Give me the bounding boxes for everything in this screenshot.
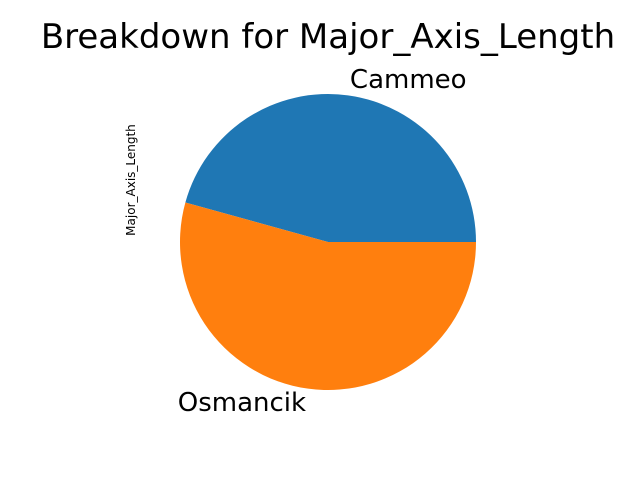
pie-slice-cammeo [185,93,476,242]
y-axis-label: Major_Axis_Length [124,124,138,236]
pie-slices [180,93,476,390]
pie-label-osmancik: Osmancik [178,388,306,418]
pie-labels: Cammeo Osmancik [178,65,467,418]
chart-title: Breakdown for Major_Axis_Length [41,17,615,57]
pie-slice-osmancik [180,202,476,390]
pie-label-cammeo: Cammeo [350,65,467,95]
